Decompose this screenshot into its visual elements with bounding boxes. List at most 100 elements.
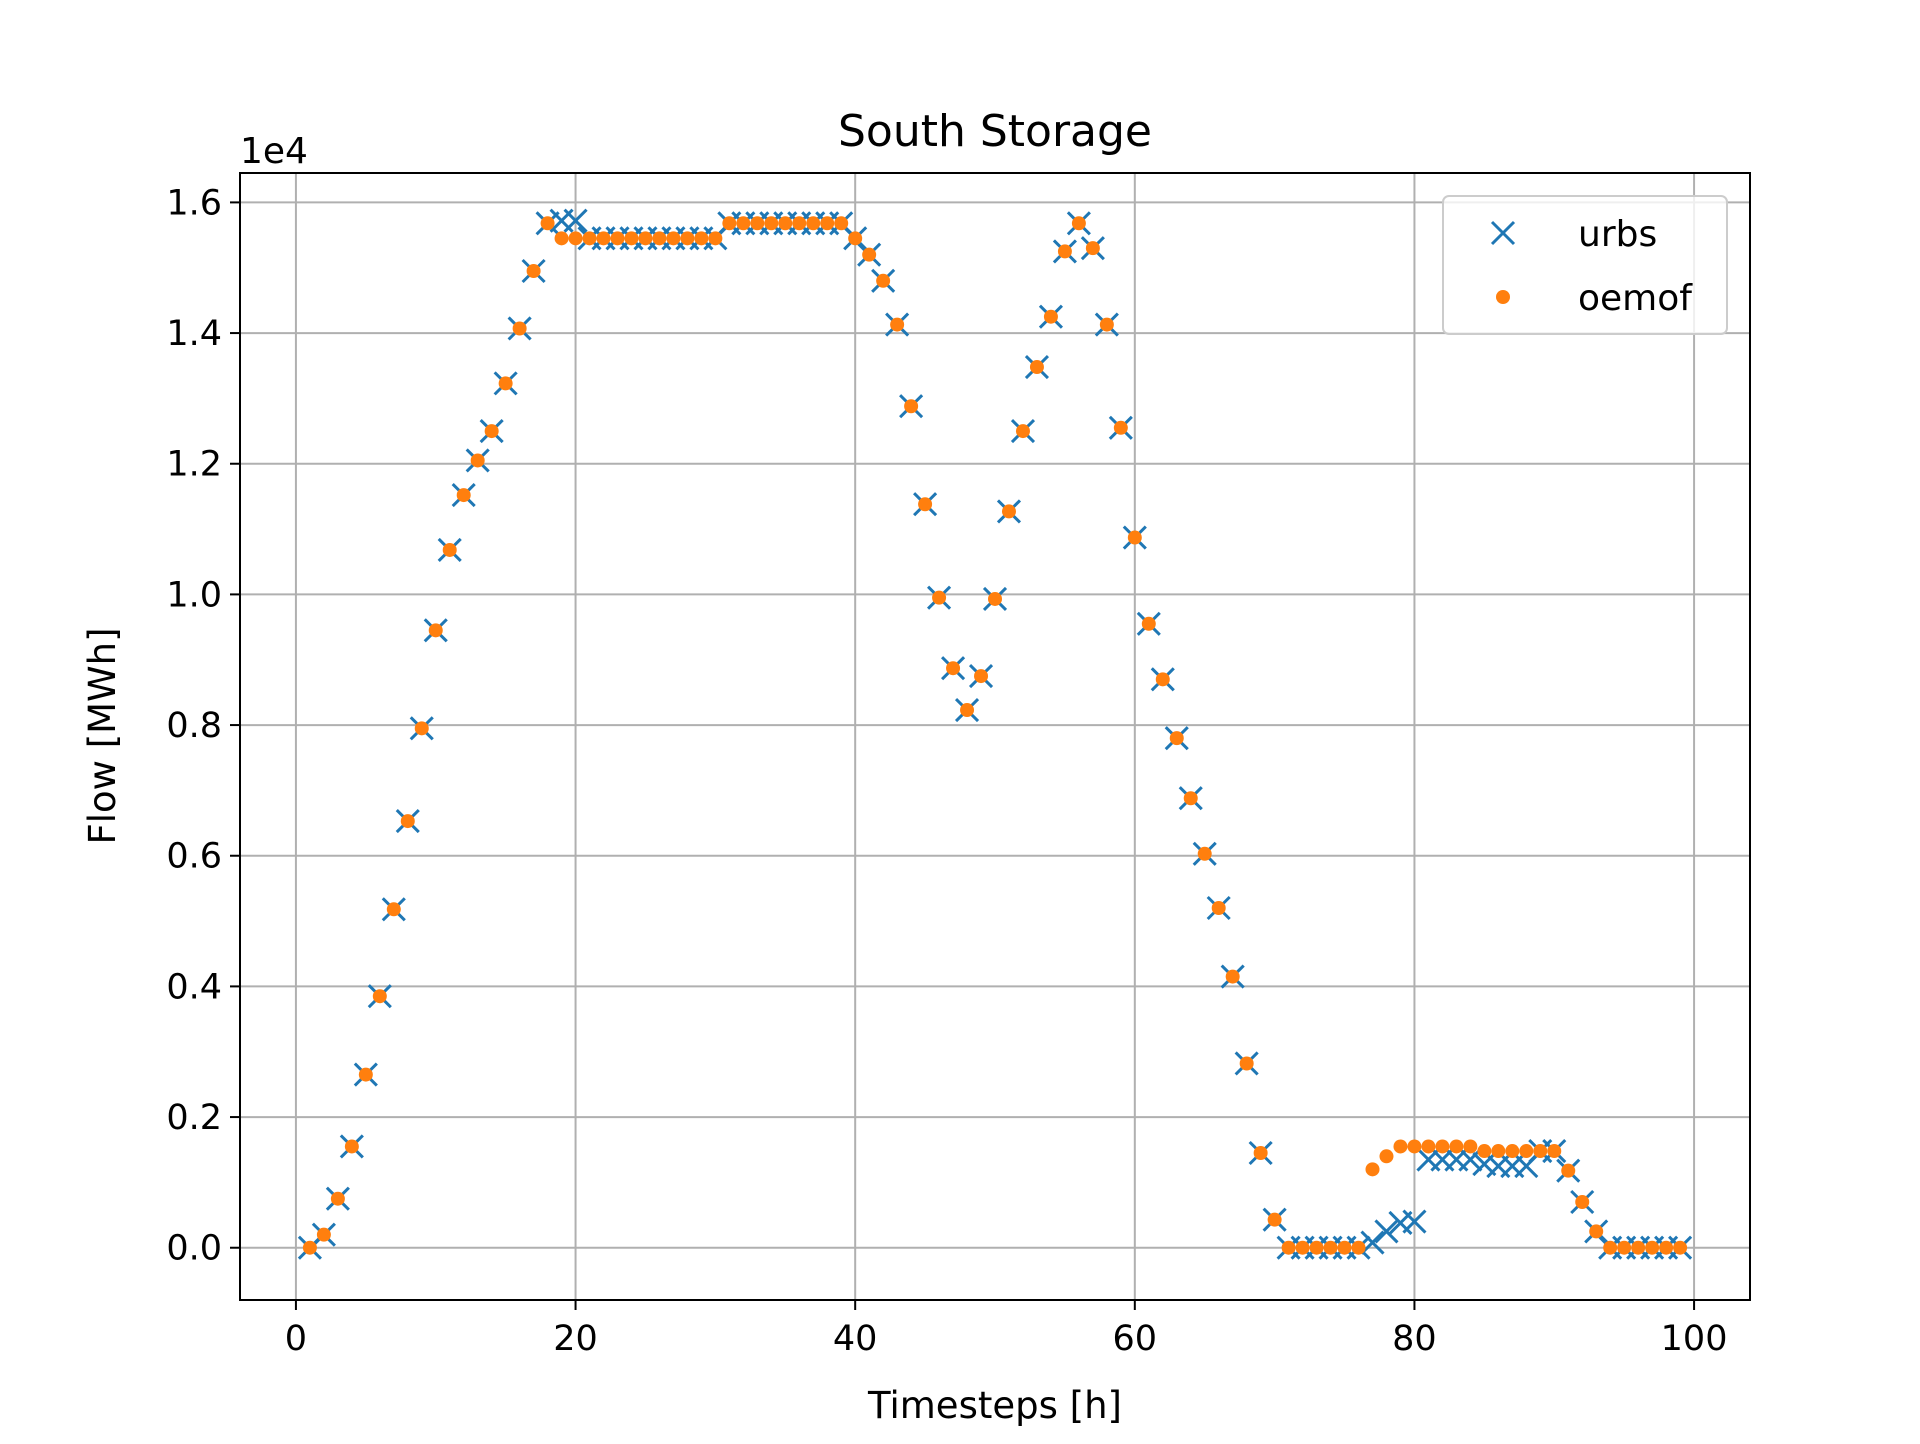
data-point-oemof	[820, 216, 835, 231]
legend-urbs-symbol	[1490, 220, 1516, 246]
data-point-oemof	[932, 590, 947, 605]
data-point-oemof	[1603, 1240, 1618, 1255]
data-point-oemof	[1127, 530, 1142, 545]
data-point-oemof	[330, 1191, 345, 1206]
data-point-oemof	[596, 231, 611, 246]
data-point-oemof	[568, 231, 583, 246]
x-tick-label: 20	[553, 1319, 598, 1359]
data-point-oemof	[1239, 1056, 1254, 1071]
legend-urbs-label: urbs	[1578, 214, 1657, 255]
data-point-oemof	[1673, 1240, 1688, 1255]
y-tick-label: 1.2	[166, 445, 222, 485]
x-axis-label: Timesteps [h]	[867, 1384, 1122, 1427]
data-point-oemof	[876, 273, 891, 288]
data-point-oemof	[1547, 1144, 1562, 1159]
legend-box	[1442, 195, 1728, 335]
data-point-oemof	[1169, 731, 1184, 746]
data-point-oemof	[610, 231, 625, 246]
data-point-oemof	[750, 216, 765, 231]
data-point-oemof	[1281, 1240, 1296, 1255]
legend-oemof-symbol	[1496, 290, 1510, 304]
data-point-oemof	[316, 1227, 331, 1242]
data-point-oemof	[540, 216, 555, 231]
data-point-oemof	[736, 216, 751, 231]
x-tick-label: 0	[285, 1319, 307, 1359]
data-point-oemof	[946, 661, 961, 676]
data-point-oemof	[624, 231, 639, 246]
data-point-oemof	[974, 669, 989, 684]
data-point-urbs	[563, 208, 588, 233]
data-point-oemof	[484, 424, 499, 439]
data-point-oemof	[1463, 1139, 1478, 1154]
data-point-oemof	[1337, 1240, 1352, 1255]
data-point-oemof	[1015, 424, 1030, 439]
legend-urbs-marker	[1490, 220, 1516, 246]
data-point-oemof	[1309, 1240, 1324, 1255]
chart-title: South Storage	[838, 106, 1152, 157]
y-axis-label: Flow [MWh]	[81, 627, 124, 844]
data-point-oemof	[456, 488, 471, 503]
data-point-oemof	[302, 1240, 317, 1255]
y-tick-label: 0.4	[166, 967, 222, 1007]
data-point-oemof	[988, 591, 1002, 606]
data-point-oemof	[1575, 1195, 1590, 1209]
data-point-urbs	[1402, 1209, 1427, 1234]
data-point-oemof	[1519, 1144, 1534, 1159]
legend: urbs oemof	[1442, 195, 1728, 335]
data-point-oemof	[442, 542, 457, 557]
data-point-oemof	[848, 231, 863, 246]
data-point-oemof	[708, 231, 723, 246]
data-point-oemof	[778, 216, 793, 231]
data-point-oemof	[722, 216, 737, 231]
data-point-oemof	[1421, 1139, 1436, 1154]
data-point-oemof	[1211, 901, 1226, 915]
data-point-oemof	[1393, 1139, 1408, 1154]
data-point-oemof	[1659, 1240, 1674, 1255]
y-tick-label: 0.0	[166, 1229, 222, 1269]
data-point-oemof	[1379, 1149, 1394, 1164]
x-tick-label: 60	[1113, 1319, 1158, 1359]
data-point-oemof	[344, 1139, 359, 1154]
data-point-oemof	[694, 231, 709, 246]
data-point-oemof	[652, 231, 667, 246]
grid	[240, 173, 1750, 1300]
data-point-oemof	[1365, 1162, 1380, 1177]
data-point-oemof	[1043, 309, 1058, 324]
legend-oemof-label: oemof	[1578, 278, 1693, 319]
data-point-urbs	[1374, 1219, 1399, 1244]
data-series	[297, 208, 1693, 1260]
data-point-oemof	[1001, 504, 1016, 519]
data-point-oemof	[1533, 1144, 1548, 1159]
data-point-oemof	[1197, 846, 1212, 861]
data-point-oemof	[1449, 1139, 1464, 1154]
data-point-oemof	[526, 264, 541, 278]
data-point-oemof	[1253, 1146, 1268, 1160]
data-point-oemof	[1617, 1240, 1632, 1255]
data-point-oemof	[1183, 791, 1198, 806]
data-point-oemof	[1113, 420, 1128, 435]
data-point-oemof	[1141, 616, 1156, 631]
data-point-oemof	[1155, 672, 1170, 687]
data-point-oemof	[1071, 216, 1086, 231]
data-point-oemof	[498, 376, 513, 391]
y-tick-label: 0.8	[166, 706, 222, 746]
data-point-oemof	[1589, 1224, 1604, 1239]
series-oemof	[302, 216, 1688, 1255]
y-tick-label: 0.6	[166, 837, 222, 877]
data-point-oemof	[1225, 969, 1240, 984]
data-point-oemof	[890, 317, 905, 332]
y-tick-label: 1.0	[166, 575, 222, 615]
x-tick-label: 40	[833, 1319, 878, 1359]
data-point-oemof	[806, 216, 821, 231]
data-point-oemof	[1477, 1144, 1492, 1159]
data-point-oemof	[904, 399, 919, 414]
data-point-oemof	[554, 231, 569, 246]
data-point-oemof	[680, 231, 695, 246]
x-tick-label: 100	[1661, 1319, 1728, 1359]
data-point-oemof	[1099, 317, 1114, 332]
data-point-oemof	[792, 216, 807, 231]
data-point-oemof	[470, 453, 485, 468]
data-point-oemof	[764, 216, 779, 231]
data-point-oemof	[1295, 1240, 1310, 1255]
plot-frame	[239, 172, 1751, 1301]
